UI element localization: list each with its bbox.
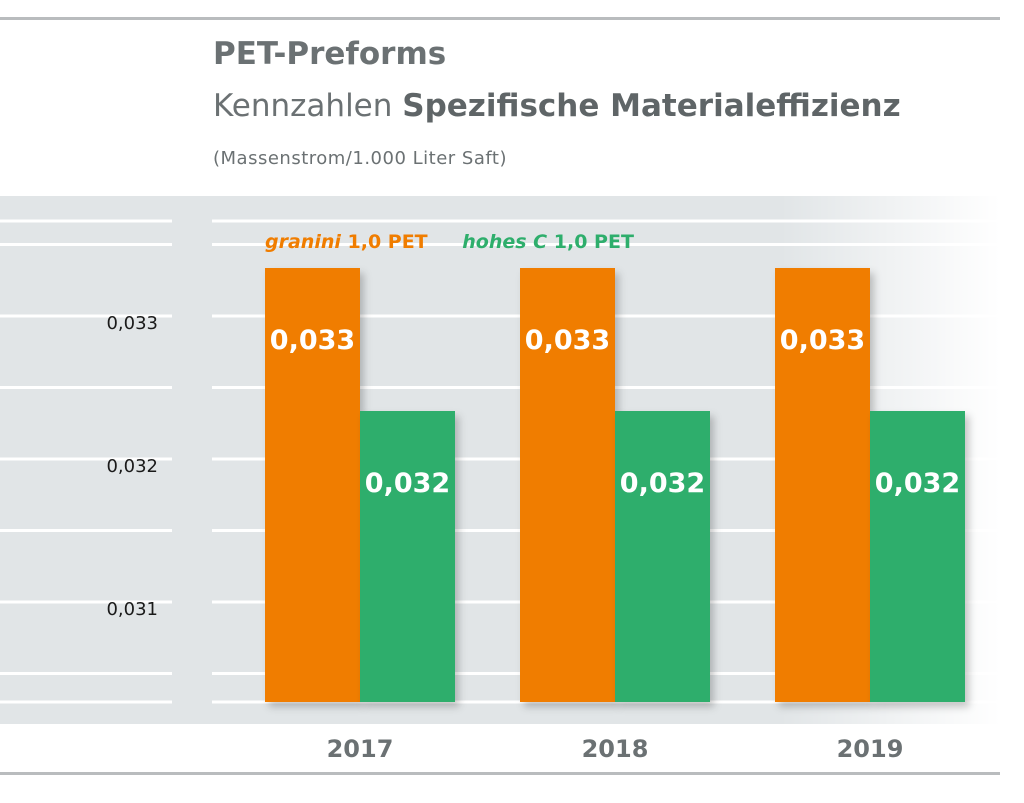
bar (775, 268, 870, 702)
bar-data-label: 0,032 (365, 468, 450, 499)
y-tick-label: 0,033 (106, 313, 158, 334)
legend-item-granini: granini 1,0 PET (265, 231, 428, 253)
x-axis-ticks: 2017 2018 2019 (327, 735, 904, 763)
unit-label: (Massenstrom/1.000 Liter Saft) (213, 148, 507, 169)
top-rule (0, 17, 1000, 20)
y-tick-label: 0,032 (106, 456, 158, 477)
legend-rest: 1,0 PET (553, 231, 634, 253)
x-tick-label: 2017 (327, 735, 394, 763)
bar-data-label: 0,032 (875, 468, 960, 499)
y-tick-label: 0,031 (106, 599, 158, 620)
bar-data-label: 0,033 (525, 325, 610, 356)
legend: granini 1,0 PET hohes C 1,0 PET (265, 231, 662, 253)
legend-rest: 1,0 PET (347, 231, 428, 253)
bar (615, 411, 710, 702)
bars: 0,033 0,032 0,033 0,032 0,033 0,032 (265, 268, 965, 702)
y-axis-ticks: 0,031 0,032 0,033 (106, 313, 158, 620)
chart-title: PET-Preforms (213, 36, 447, 72)
subtitle-bold: Spezifische Materialeffizienz (402, 88, 901, 124)
bar-data-label: 0,033 (270, 325, 355, 356)
bar-data-label: 0,032 (620, 468, 705, 499)
legend-item-hohes-c: hohes C 1,0 PET (462, 231, 634, 253)
legend-brand: hohes C (462, 231, 548, 253)
bar (870, 411, 965, 702)
bar (520, 268, 615, 702)
legend-brand: granini (265, 231, 341, 253)
bar (265, 268, 360, 702)
bar (360, 411, 455, 702)
subtitle-plain: Kennzahlen (213, 88, 393, 124)
chart-subtitle: Kennzahlen Spezifische Materialeffizienz (213, 88, 901, 124)
x-tick-label: 2019 (837, 735, 904, 763)
bar-data-label: 0,033 (780, 325, 865, 356)
bottom-rule (0, 772, 1000, 775)
x-tick-label: 2018 (582, 735, 649, 763)
